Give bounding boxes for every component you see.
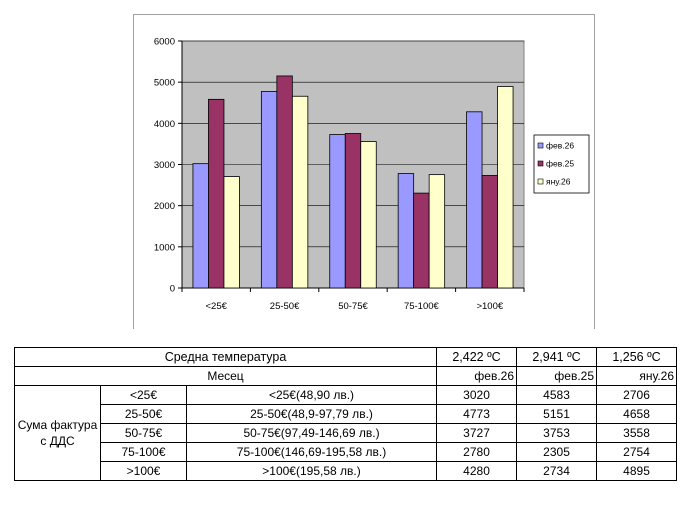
range-desc-cell: 25-50€(48,9-97,79 лв.) — [185, 404, 438, 424]
bar — [497, 86, 514, 289]
month-header: фев.25 — [516, 366, 598, 386]
value-cell: 2754 — [596, 442, 678, 462]
month-label: Месец — [13, 366, 438, 386]
bar — [276, 75, 293, 289]
month-header: яну.26 — [596, 366, 678, 386]
bar — [192, 163, 209, 289]
value-cell: 3753 — [516, 423, 598, 443]
table-row: 75-100€ 75-100€(146,69-195,58 лв.) 2780 … — [15, 442, 678, 462]
y-tick-label: 1000 — [154, 242, 175, 253]
value-cell: 4773 — [436, 404, 518, 424]
bar — [223, 176, 240, 289]
temperature-value: 2,422 ºC — [436, 347, 518, 367]
value-cell: 5151 — [516, 404, 598, 424]
legend-label: яну.26 — [546, 177, 571, 187]
legend-label: фев.25 — [546, 159, 574, 169]
y-tick-label: 4000 — [154, 119, 175, 130]
range-desc-cell: >100€(195,58 лв.) — [185, 461, 438, 481]
bar — [344, 133, 362, 289]
legend-swatch — [537, 160, 544, 167]
month-row: Месец фев.26 фев.25 яну.26 — [13, 366, 678, 386]
range-cell: >100€ — [100, 461, 187, 481]
bar — [481, 175, 498, 289]
table-row: 50-75€ 50-75€(97,49-146,69 лв.) 3727 375… — [15, 423, 678, 443]
value-cell: 2734 — [516, 461, 598, 481]
range-cell: 75-100€ — [100, 442, 187, 462]
value-cell: 2305 — [516, 442, 598, 462]
bar-chart: 0 1000 2000 3000 4000 5000 6000 <25€ 25-50€ 50-75… — [154, 37, 590, 312]
x-tick-label: 75-100€ — [404, 301, 440, 312]
y-tick-label: 3000 — [154, 160, 175, 171]
value-cell: 4280 — [436, 461, 518, 481]
x-tick-label: <25€ — [205, 301, 227, 312]
temperature-label: Средна температура — [13, 347, 438, 367]
y-tick-label: 5000 — [154, 78, 175, 89]
month-header: фев.26 — [436, 366, 518, 386]
table-row: 25-50€ 25-50€(48,9-97,79 лв.) 4773 5151 … — [15, 404, 678, 424]
legend-label: фев.26 — [546, 141, 574, 151]
y-tick-label: 2000 — [154, 201, 175, 212]
range-desc-cell: 75-100€(146,69-195,58 лв.) — [185, 442, 438, 462]
range-cell: 25-50€ — [100, 404, 187, 424]
value-cell: 4658 — [596, 404, 678, 424]
value-cell: 3020 — [436, 385, 518, 405]
y-tick-label: 0 — [170, 284, 175, 295]
table-row: Сума фактура с ДДС <25€ <25€(48,90 лв.) … — [14, 385, 678, 481]
value-cell: 3727 — [436, 423, 518, 443]
chart-area: 0 1000 2000 3000 4000 5000 6000 <25€ 25-50€ 50-75… — [133, 14, 595, 329]
value-cell: 2780 — [436, 442, 518, 462]
legend-swatch — [537, 178, 544, 185]
x-tick-label: >100€ — [476, 301, 503, 312]
temperature-row: Средна температура 2,422 ºC 2,941 ºC 1,2… — [13, 347, 678, 367]
temperature-value: 2,941 ºC — [516, 347, 598, 367]
bar — [428, 174, 446, 289]
range-desc-cell: <25€(48,90 лв.) — [185, 385, 438, 405]
value-cell: 4895 — [596, 461, 678, 481]
data-table: Средна температура 2,422 ºC 2,941 ºC 1,2… — [13, 347, 678, 481]
value-cell: 3558 — [596, 423, 678, 443]
bar — [466, 111, 483, 289]
table-row: >100€ >100€(195,58 лв.) 4280 2734 4895 — [15, 461, 678, 481]
bar — [291, 95, 309, 289]
range-cell: 50-75€ — [100, 423, 187, 443]
range-cell: <25€ — [100, 385, 187, 405]
x-tick-label: 25-50€ — [270, 301, 300, 312]
temperature-value: 1,256 ºC — [596, 347, 678, 367]
legend-swatch — [537, 142, 544, 149]
range-desc-cell: 50-75€(97,49-146,69 лв.) — [185, 423, 438, 443]
group-label: Сума фактура с ДДС — [14, 385, 101, 481]
bar — [260, 91, 278, 289]
y-tick-label: 6000 — [154, 37, 175, 48]
bar — [329, 134, 346, 289]
bar — [360, 141, 377, 289]
value-cell: 2706 — [596, 385, 678, 405]
bar — [413, 192, 430, 289]
bar — [397, 173, 415, 289]
bar — [208, 98, 225, 289]
value-cell: 4583 — [516, 385, 598, 405]
x-tick-label: 50-75€ — [338, 301, 368, 312]
